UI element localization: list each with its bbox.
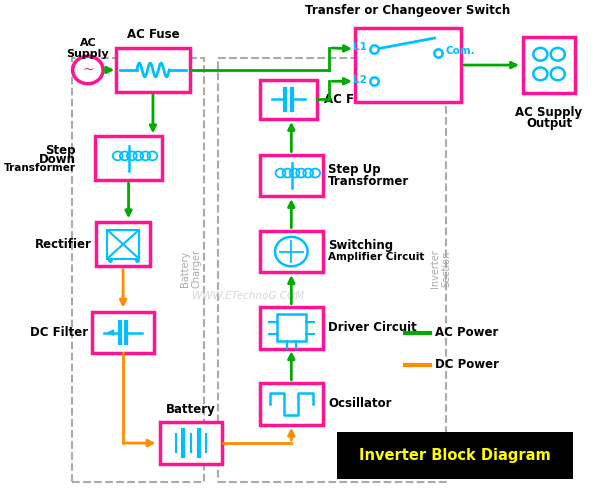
FancyBboxPatch shape xyxy=(116,48,190,92)
FancyBboxPatch shape xyxy=(95,136,163,181)
Text: DC Filter: DC Filter xyxy=(29,326,88,339)
FancyBboxPatch shape xyxy=(260,155,323,196)
Text: Switching: Switching xyxy=(328,239,393,252)
FancyBboxPatch shape xyxy=(260,80,317,119)
FancyBboxPatch shape xyxy=(260,231,323,272)
FancyBboxPatch shape xyxy=(523,37,575,93)
Text: Step Up: Step Up xyxy=(328,163,381,176)
Text: Transformer: Transformer xyxy=(4,163,76,173)
Text: AC Filter: AC Filter xyxy=(324,93,382,106)
Text: Transfer or Changeover Switch: Transfer or Changeover Switch xyxy=(305,4,510,17)
FancyBboxPatch shape xyxy=(338,433,574,479)
FancyBboxPatch shape xyxy=(96,222,150,266)
Text: Output: Output xyxy=(526,117,572,130)
Text: AC: AC xyxy=(79,38,96,48)
Text: Inverter Block Diagram: Inverter Block Diagram xyxy=(359,448,551,463)
Text: L2: L2 xyxy=(353,75,367,85)
Text: Driver Circuit: Driver Circuit xyxy=(328,321,417,334)
Text: Battery
Charger: Battery Charger xyxy=(180,249,202,288)
Text: Transformer: Transformer xyxy=(328,175,409,188)
Text: Com.: Com. xyxy=(446,46,476,57)
Text: L1: L1 xyxy=(353,42,367,53)
Text: WWW.ETechnoG.COM: WWW.ETechnoG.COM xyxy=(192,291,304,301)
Text: ~: ~ xyxy=(82,63,94,77)
Text: Step: Step xyxy=(45,144,76,157)
Text: AC Power: AC Power xyxy=(435,326,498,339)
FancyBboxPatch shape xyxy=(218,58,446,482)
FancyBboxPatch shape xyxy=(355,28,461,102)
Text: Rectifier: Rectifier xyxy=(36,238,92,251)
FancyBboxPatch shape xyxy=(160,422,222,464)
Text: Inverter
Section: Inverter Section xyxy=(430,249,452,288)
Text: AC Fuse: AC Fuse xyxy=(126,28,179,42)
Text: Ocsillator: Ocsillator xyxy=(328,397,392,410)
Text: Battery: Battery xyxy=(166,403,216,416)
FancyBboxPatch shape xyxy=(260,383,323,425)
Text: DC Power: DC Power xyxy=(435,358,499,371)
Text: Supply: Supply xyxy=(67,49,109,59)
FancyBboxPatch shape xyxy=(260,307,323,349)
Text: Amplifier Circuit: Amplifier Circuit xyxy=(328,252,424,262)
Text: Down: Down xyxy=(39,153,76,166)
Text: AC Supply: AC Supply xyxy=(515,106,583,119)
FancyBboxPatch shape xyxy=(72,58,205,482)
FancyBboxPatch shape xyxy=(92,312,154,354)
